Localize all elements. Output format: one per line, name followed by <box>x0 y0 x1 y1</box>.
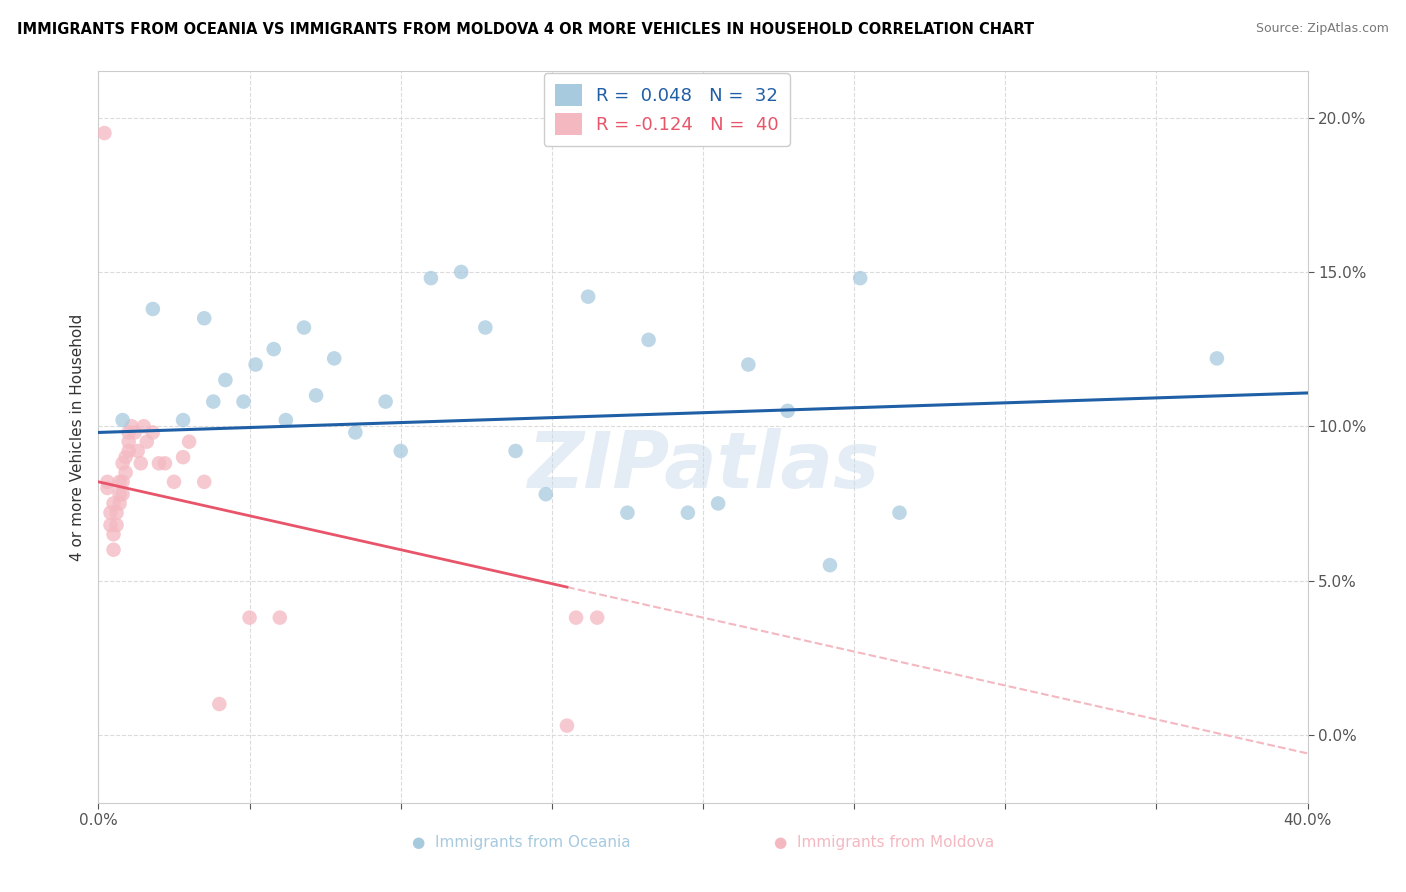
Point <box>269 610 291 624</box>
Point <box>108 475 131 489</box>
Point <box>292 320 315 334</box>
Point <box>555 719 578 733</box>
Point <box>389 444 412 458</box>
Point <box>108 496 131 510</box>
Point <box>305 388 328 402</box>
Point <box>818 558 841 573</box>
Point <box>163 475 186 489</box>
Point <box>114 450 136 464</box>
Point <box>214 373 236 387</box>
Point <box>172 413 194 427</box>
Point <box>208 697 231 711</box>
Point <box>534 487 557 501</box>
Text: ●  Immigrants from Moldova: ● Immigrants from Moldova <box>775 835 994 850</box>
Text: ●  Immigrants from Oceania: ● Immigrants from Oceania <box>412 835 631 850</box>
Text: IMMIGRANTS FROM OCEANIA VS IMMIGRANTS FROM MOLDOVA 4 OR MORE VEHICLES IN HOUSEHO: IMMIGRANTS FROM OCEANIA VS IMMIGRANTS FR… <box>17 22 1033 37</box>
Point <box>96 475 118 489</box>
Point <box>586 610 609 624</box>
Point <box>263 342 285 356</box>
Point <box>111 475 134 489</box>
Point <box>142 301 165 316</box>
Point <box>108 487 131 501</box>
Point <box>118 434 141 449</box>
Point <box>474 320 496 334</box>
Point <box>121 419 143 434</box>
Point <box>127 444 149 458</box>
Point <box>576 290 599 304</box>
Legend: R =  0.048   N =  32, R = -0.124   N =  40: R = 0.048 N = 32, R = -0.124 N = 40 <box>544 73 790 146</box>
Point <box>707 496 730 510</box>
Point <box>179 434 201 449</box>
Point <box>100 506 122 520</box>
Point <box>103 527 125 541</box>
Point <box>344 425 367 440</box>
Point <box>111 456 134 470</box>
Point <box>114 466 136 480</box>
Point <box>111 487 134 501</box>
Point <box>849 271 872 285</box>
Point <box>193 475 215 489</box>
Point <box>142 425 165 440</box>
Point <box>616 506 638 520</box>
Point <box>202 394 225 409</box>
Point <box>148 456 170 470</box>
Point <box>323 351 346 366</box>
Point <box>374 394 396 409</box>
Point <box>118 444 141 458</box>
Point <box>565 610 588 624</box>
Point <box>129 456 152 470</box>
Point <box>232 394 254 409</box>
Point <box>245 358 267 372</box>
Point <box>105 518 128 533</box>
Point <box>737 358 759 372</box>
Point <box>100 518 122 533</box>
Text: Source: ZipAtlas.com: Source: ZipAtlas.com <box>1256 22 1389 36</box>
Point <box>420 271 443 285</box>
Point <box>105 506 128 520</box>
Point <box>776 404 799 418</box>
Point <box>239 610 262 624</box>
Point <box>135 434 157 449</box>
Point <box>132 419 155 434</box>
Point <box>103 496 125 510</box>
Point <box>637 333 659 347</box>
Point <box>124 425 146 440</box>
Point <box>103 542 125 557</box>
Point <box>889 506 911 520</box>
Point <box>1206 351 1229 366</box>
Point <box>676 506 699 520</box>
Point <box>450 265 472 279</box>
Point <box>505 444 527 458</box>
Point <box>93 126 115 140</box>
Point <box>111 413 134 427</box>
Text: ZIPatlas: ZIPatlas <box>527 428 879 504</box>
Y-axis label: 4 or more Vehicles in Household: 4 or more Vehicles in Household <box>69 313 84 561</box>
Point <box>274 413 297 427</box>
Point <box>153 456 176 470</box>
Point <box>193 311 215 326</box>
Point <box>118 425 141 440</box>
Point <box>96 481 118 495</box>
Point <box>172 450 194 464</box>
